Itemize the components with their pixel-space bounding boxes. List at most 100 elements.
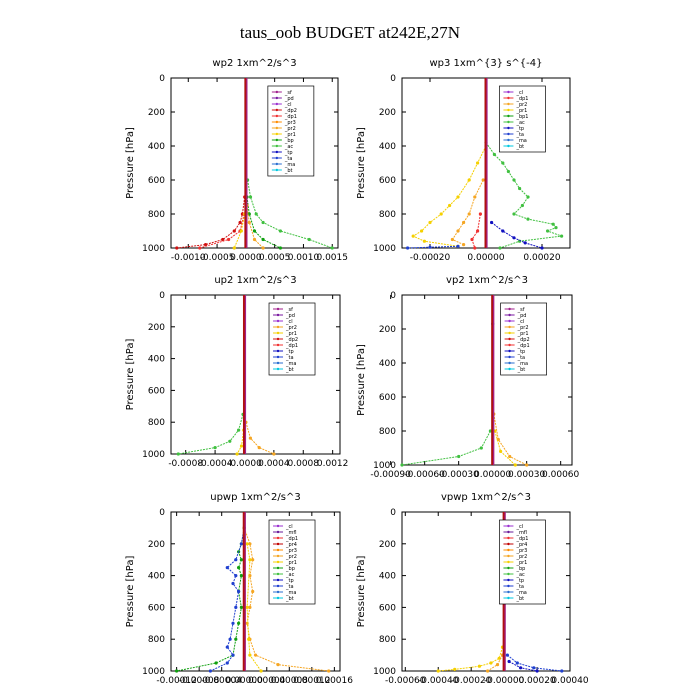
y-tick-label: 200 [148, 323, 165, 333]
legend-box [267, 85, 315, 177]
x-tick-label: 0.0010 [288, 253, 320, 263]
panel-4: vp2 1xm^2/s^3 0 200 400 600 800 1000 Pressure [… [356, 275, 580, 480]
legend-marker [508, 337, 511, 341]
legend-label: _tp [517, 349, 526, 355]
data-point-ta [234, 558, 238, 562]
legend-label: _tp [285, 578, 294, 584]
legend-label: _ac [284, 144, 294, 150]
legend-marker [276, 349, 280, 353]
y-tick-label: 400 [379, 572, 396, 582]
legend-label: _tp [515, 126, 524, 132]
legend-marker [276, 307, 280, 311]
y-tick-label: 1000 [373, 244, 396, 254]
x-tick-label: -0.00060 [385, 676, 426, 686]
y-tick-label: 200 [379, 325, 396, 335]
y-tick-label: 600 [148, 386, 165, 396]
x-tick-label: -0.00020 [410, 253, 451, 263]
legend-label: _ta [285, 355, 294, 361]
series-line-tp [508, 661, 538, 672]
legend-marker [508, 331, 511, 335]
data-point-bp [239, 558, 243, 562]
data-point-dp1 [476, 229, 480, 233]
legend-marker [507, 554, 510, 558]
panel-title: vp2 1xm^2/s^3 [446, 275, 528, 286]
series-line-dp1 [471, 213, 481, 249]
data-point-ac [526, 217, 530, 221]
legend-label: _dp1 [285, 343, 298, 349]
legend-marker [276, 560, 280, 564]
legend-marker [276, 530, 280, 534]
data-point-pr1 [259, 669, 263, 673]
legend-marker [507, 536, 510, 540]
data-point-pr2 [473, 195, 477, 199]
legend-label: _dp1 [515, 536, 528, 542]
data-point-ac [506, 169, 510, 174]
legend-marker [276, 313, 280, 317]
legend-label: _pr3 [284, 120, 296, 126]
legend-label: _dp2 [285, 337, 298, 343]
x-tick-label: 0.00000 [226, 676, 263, 686]
legend-marker [507, 108, 510, 112]
x-tick-label: -0.00004 [201, 676, 242, 686]
plot-frame [401, 511, 571, 672]
x-tick-label: -0.0010 [171, 253, 206, 263]
data-point-pr1 [420, 229, 424, 233]
legend-label: _dp2 [517, 337, 530, 343]
legend-label: _ta [517, 355, 526, 361]
series-line-pr2 [493, 413, 527, 466]
series-line-ac [401, 430, 491, 466]
data-point-dp2 [204, 243, 208, 247]
series-line-pr1 [236, 430, 245, 455]
data-point-pr1 [245, 542, 249, 546]
series-line-tp [491, 222, 543, 249]
y-tick-label: 800 [379, 635, 396, 645]
data-point-ac [248, 195, 253, 199]
legend-label: _pr3 [285, 548, 297, 554]
series-line-pr2 [245, 422, 275, 455]
x-tick-label: -0.0004 [198, 459, 233, 469]
data-point-ta [231, 621, 235, 625]
legend-label: _bt [517, 367, 526, 373]
legend-label: _mfl [285, 530, 297, 536]
legend-marker [275, 162, 279, 166]
y-tick-label: 800 [148, 210, 165, 220]
data-point-dp1 [473, 246, 477, 250]
data-point-pr2 [276, 663, 280, 667]
y-tick-label: 400 [379, 359, 396, 369]
series-line-pr2 [246, 205, 264, 249]
data-point-ac [237, 428, 241, 432]
legend-marker [276, 578, 280, 582]
legend-marker [507, 578, 510, 582]
y-tick-label: 600 [379, 393, 396, 403]
data-point-ac [526, 195, 530, 199]
data-point-pr2 [252, 237, 257, 242]
data-point-pr1 [245, 605, 249, 610]
data-point-pr1 [436, 669, 440, 673]
data-point-dp1 [227, 237, 231, 242]
legend-marker [275, 90, 279, 94]
y-tick-label: 200 [148, 540, 165, 550]
plot-frame [170, 511, 341, 672]
data-point-pr1 [476, 161, 480, 165]
legend-label: _ac [515, 120, 525, 126]
data-point-ta [532, 666, 536, 670]
legend-label: _pr1 [515, 560, 527, 566]
legend-marker [508, 307, 511, 311]
x-tick-label: 0.0012 [317, 459, 349, 469]
legend-marker [275, 150, 279, 154]
legend-label: _pd [284, 96, 294, 102]
legend-marker [275, 102, 279, 106]
data-point-ac [254, 212, 258, 216]
data-point-ac [213, 446, 217, 450]
legend-label: _pr1 [517, 331, 529, 337]
legend-label: _cl [515, 524, 523, 530]
panel-1: wp2 1xm^2/s^3 0 200 400 600 800 1000 Pressure [… [125, 58, 348, 263]
legend-label: _ta [284, 156, 293, 162]
legend-label: _pr2 [515, 554, 527, 560]
y-tick-label: 200 [379, 540, 396, 550]
legend-marker [508, 343, 511, 347]
series-line-pr2 [451, 179, 484, 246]
data-point-ta [231, 581, 235, 586]
data-point-ac [330, 246, 334, 250]
x-tick-label: 0.00000 [467, 253, 504, 263]
